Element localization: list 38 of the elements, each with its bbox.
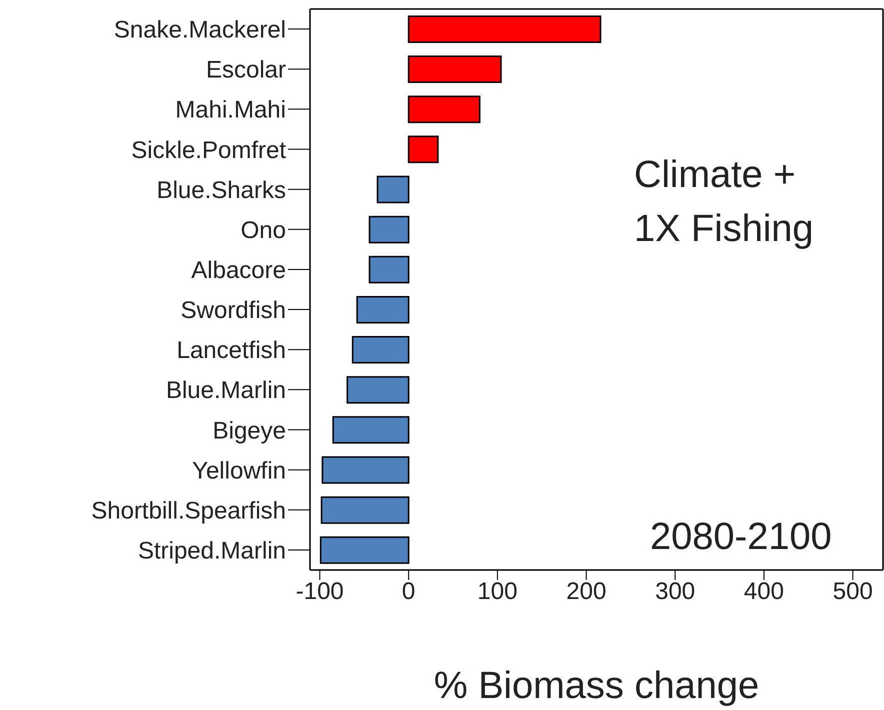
bar xyxy=(356,296,410,324)
y-tick-label: Blue.Sharks xyxy=(156,176,286,204)
y-tick-label: Swordfish xyxy=(180,297,286,324)
y-tick-label: Lancetfish xyxy=(176,337,286,364)
bar xyxy=(408,56,502,84)
x-tick-label: 200 xyxy=(566,578,606,606)
x-tick-label: 400 xyxy=(744,578,784,606)
x-tick-label: -100 xyxy=(296,578,344,606)
annotation: Climate + 1X Fishing xyxy=(634,153,814,252)
bar xyxy=(346,376,410,404)
bar xyxy=(320,496,410,524)
annotation: 2080-2100 xyxy=(650,516,832,559)
y-tick-label: Shortbill.Spearfish xyxy=(91,497,286,524)
y-tick-label: Snake.Mackerel xyxy=(114,16,286,44)
x-tick-label: 0 xyxy=(402,578,416,606)
y-tick-label: Sickle.Pomfret xyxy=(131,136,286,164)
bar xyxy=(408,15,602,43)
y-tick-label: Ono xyxy=(240,216,286,244)
y-tick-label: Albacore xyxy=(191,256,286,284)
bar xyxy=(408,136,439,164)
y-tick-label: Bigeye xyxy=(212,417,286,444)
y-tick-label: Yellowfin xyxy=(192,457,286,484)
bar xyxy=(408,96,480,124)
bar xyxy=(352,336,410,364)
y-tick-label: Mahi.Mahi xyxy=(175,96,286,124)
y-tick-label: Striped.Marlin xyxy=(138,537,286,564)
y-tick-label: Escolar xyxy=(206,56,286,84)
bar xyxy=(320,536,410,564)
bar xyxy=(376,176,410,204)
bar xyxy=(368,216,410,244)
x-tick-label: 500 xyxy=(832,578,873,606)
bar xyxy=(332,416,410,444)
bar xyxy=(322,456,410,484)
x-tick-label: 300 xyxy=(655,578,696,606)
x-tick-label: 100 xyxy=(477,578,518,606)
bar xyxy=(368,256,410,284)
y-tick-label: Blue.Marlin xyxy=(166,377,286,404)
x-axis-title: % Biomass change xyxy=(434,665,760,707)
